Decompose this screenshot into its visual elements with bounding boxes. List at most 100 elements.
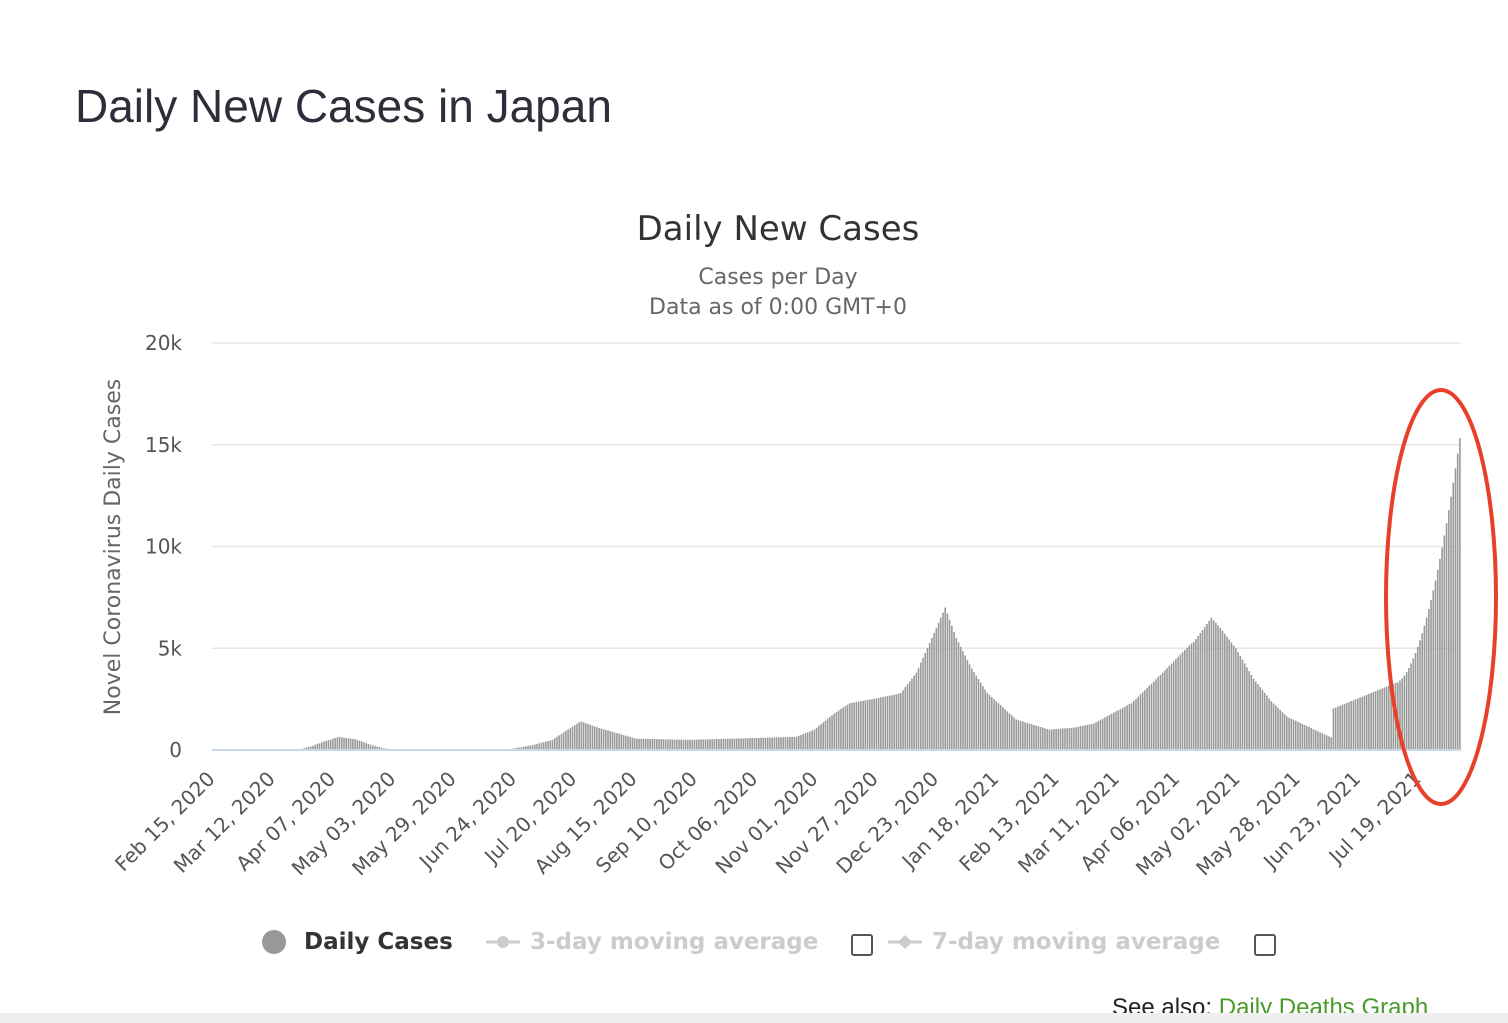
bar[interactable] <box>729 738 731 750</box>
bar[interactable] <box>853 702 856 750</box>
bar[interactable] <box>1201 629 1204 750</box>
bar[interactable] <box>742 738 745 750</box>
bar[interactable] <box>1206 623 1208 750</box>
bar[interactable] <box>338 736 341 750</box>
bar[interactable] <box>627 736 629 750</box>
bar[interactable] <box>1044 728 1046 750</box>
bar[interactable] <box>1410 663 1412 750</box>
bar[interactable] <box>933 632 935 750</box>
bar[interactable] <box>1263 692 1266 750</box>
bar[interactable] <box>953 631 955 750</box>
bar[interactable] <box>1430 600 1432 750</box>
bar[interactable] <box>560 733 563 750</box>
bar[interactable] <box>312 745 314 750</box>
bar[interactable] <box>1037 726 1040 750</box>
bar[interactable] <box>780 737 782 750</box>
bar[interactable] <box>784 737 787 750</box>
bar[interactable] <box>1104 717 1106 750</box>
bar[interactable] <box>873 698 876 750</box>
bar[interactable] <box>997 703 1000 750</box>
bar[interactable] <box>1117 710 1120 750</box>
bar[interactable] <box>1334 707 1337 750</box>
bar[interactable] <box>1259 687 1262 750</box>
bar[interactable] <box>1390 684 1392 750</box>
bar[interactable] <box>1024 722 1026 750</box>
bar[interactable] <box>372 745 374 750</box>
bar[interactable] <box>1175 659 1177 750</box>
bar[interactable] <box>782 737 785 750</box>
bar[interactable] <box>565 730 567 750</box>
bar[interactable] <box>749 738 751 750</box>
bar[interactable] <box>1199 632 1202 750</box>
bar[interactable] <box>380 747 383 750</box>
bar[interactable] <box>1090 723 1093 750</box>
bar[interactable] <box>609 731 612 750</box>
bar[interactable] <box>1237 652 1239 750</box>
bar[interactable] <box>571 726 574 750</box>
bar[interactable] <box>1241 659 1244 750</box>
bar[interactable] <box>864 700 867 750</box>
bar[interactable] <box>642 738 645 750</box>
bar[interactable] <box>600 728 603 750</box>
bar[interactable] <box>325 740 328 750</box>
bar[interactable] <box>891 695 893 750</box>
bar[interactable] <box>1401 678 1404 750</box>
bar[interactable] <box>1310 728 1313 750</box>
bar[interactable] <box>1135 698 1137 750</box>
bar[interactable] <box>658 739 660 750</box>
bar[interactable] <box>1128 704 1131 750</box>
bar[interactable] <box>944 607 947 750</box>
bar[interactable] <box>1436 569 1439 750</box>
bar[interactable] <box>343 737 345 750</box>
bar[interactable] <box>1374 691 1377 750</box>
bar[interactable] <box>722 738 725 750</box>
bar[interactable] <box>1308 727 1310 750</box>
bar[interactable] <box>374 745 376 750</box>
bar[interactable] <box>305 747 308 750</box>
bar[interactable] <box>1042 727 1044 750</box>
bar[interactable] <box>1337 706 1339 750</box>
bar[interactable] <box>906 684 909 750</box>
bar[interactable] <box>1266 695 1268 750</box>
bar[interactable] <box>786 737 789 750</box>
bar[interactable] <box>962 651 964 750</box>
bar[interactable] <box>352 739 354 750</box>
bar[interactable] <box>746 738 749 750</box>
bar[interactable] <box>1388 685 1390 750</box>
bar[interactable] <box>1297 721 1299 750</box>
bar[interactable] <box>804 733 807 750</box>
bar[interactable] <box>999 705 1002 750</box>
bar[interactable] <box>913 675 915 750</box>
bar[interactable] <box>1097 721 1100 750</box>
bar[interactable] <box>840 709 842 750</box>
bar[interactable] <box>877 697 880 750</box>
bar[interactable] <box>1301 723 1304 750</box>
bar[interactable] <box>893 694 895 750</box>
bar[interactable] <box>593 726 596 750</box>
bar[interactable] <box>806 732 809 750</box>
bar[interactable] <box>1306 725 1308 750</box>
bar[interactable] <box>1370 693 1372 750</box>
legend-item-daily-cases[interactable]: Daily Cases <box>262 922 453 962</box>
bar[interactable] <box>1217 625 1219 750</box>
bar[interactable] <box>356 739 359 750</box>
bar[interactable] <box>323 741 325 750</box>
bar[interactable] <box>545 741 547 750</box>
bar[interactable] <box>636 738 638 750</box>
bar[interactable] <box>1363 695 1366 750</box>
bar[interactable] <box>1010 715 1013 750</box>
bar[interactable] <box>824 720 827 750</box>
bar[interactable] <box>616 733 618 750</box>
bar[interactable] <box>1033 724 1035 750</box>
bar[interactable] <box>556 736 558 750</box>
bar[interactable] <box>562 732 565 750</box>
bar[interactable] <box>332 738 334 750</box>
bar[interactable] <box>1164 670 1166 750</box>
bar[interactable] <box>1150 683 1153 750</box>
bar[interactable] <box>363 742 365 750</box>
bar[interactable] <box>558 735 560 750</box>
bar[interactable] <box>640 738 643 750</box>
bar[interactable] <box>365 743 367 750</box>
bar[interactable] <box>1088 724 1091 750</box>
bar[interactable] <box>1341 704 1344 750</box>
